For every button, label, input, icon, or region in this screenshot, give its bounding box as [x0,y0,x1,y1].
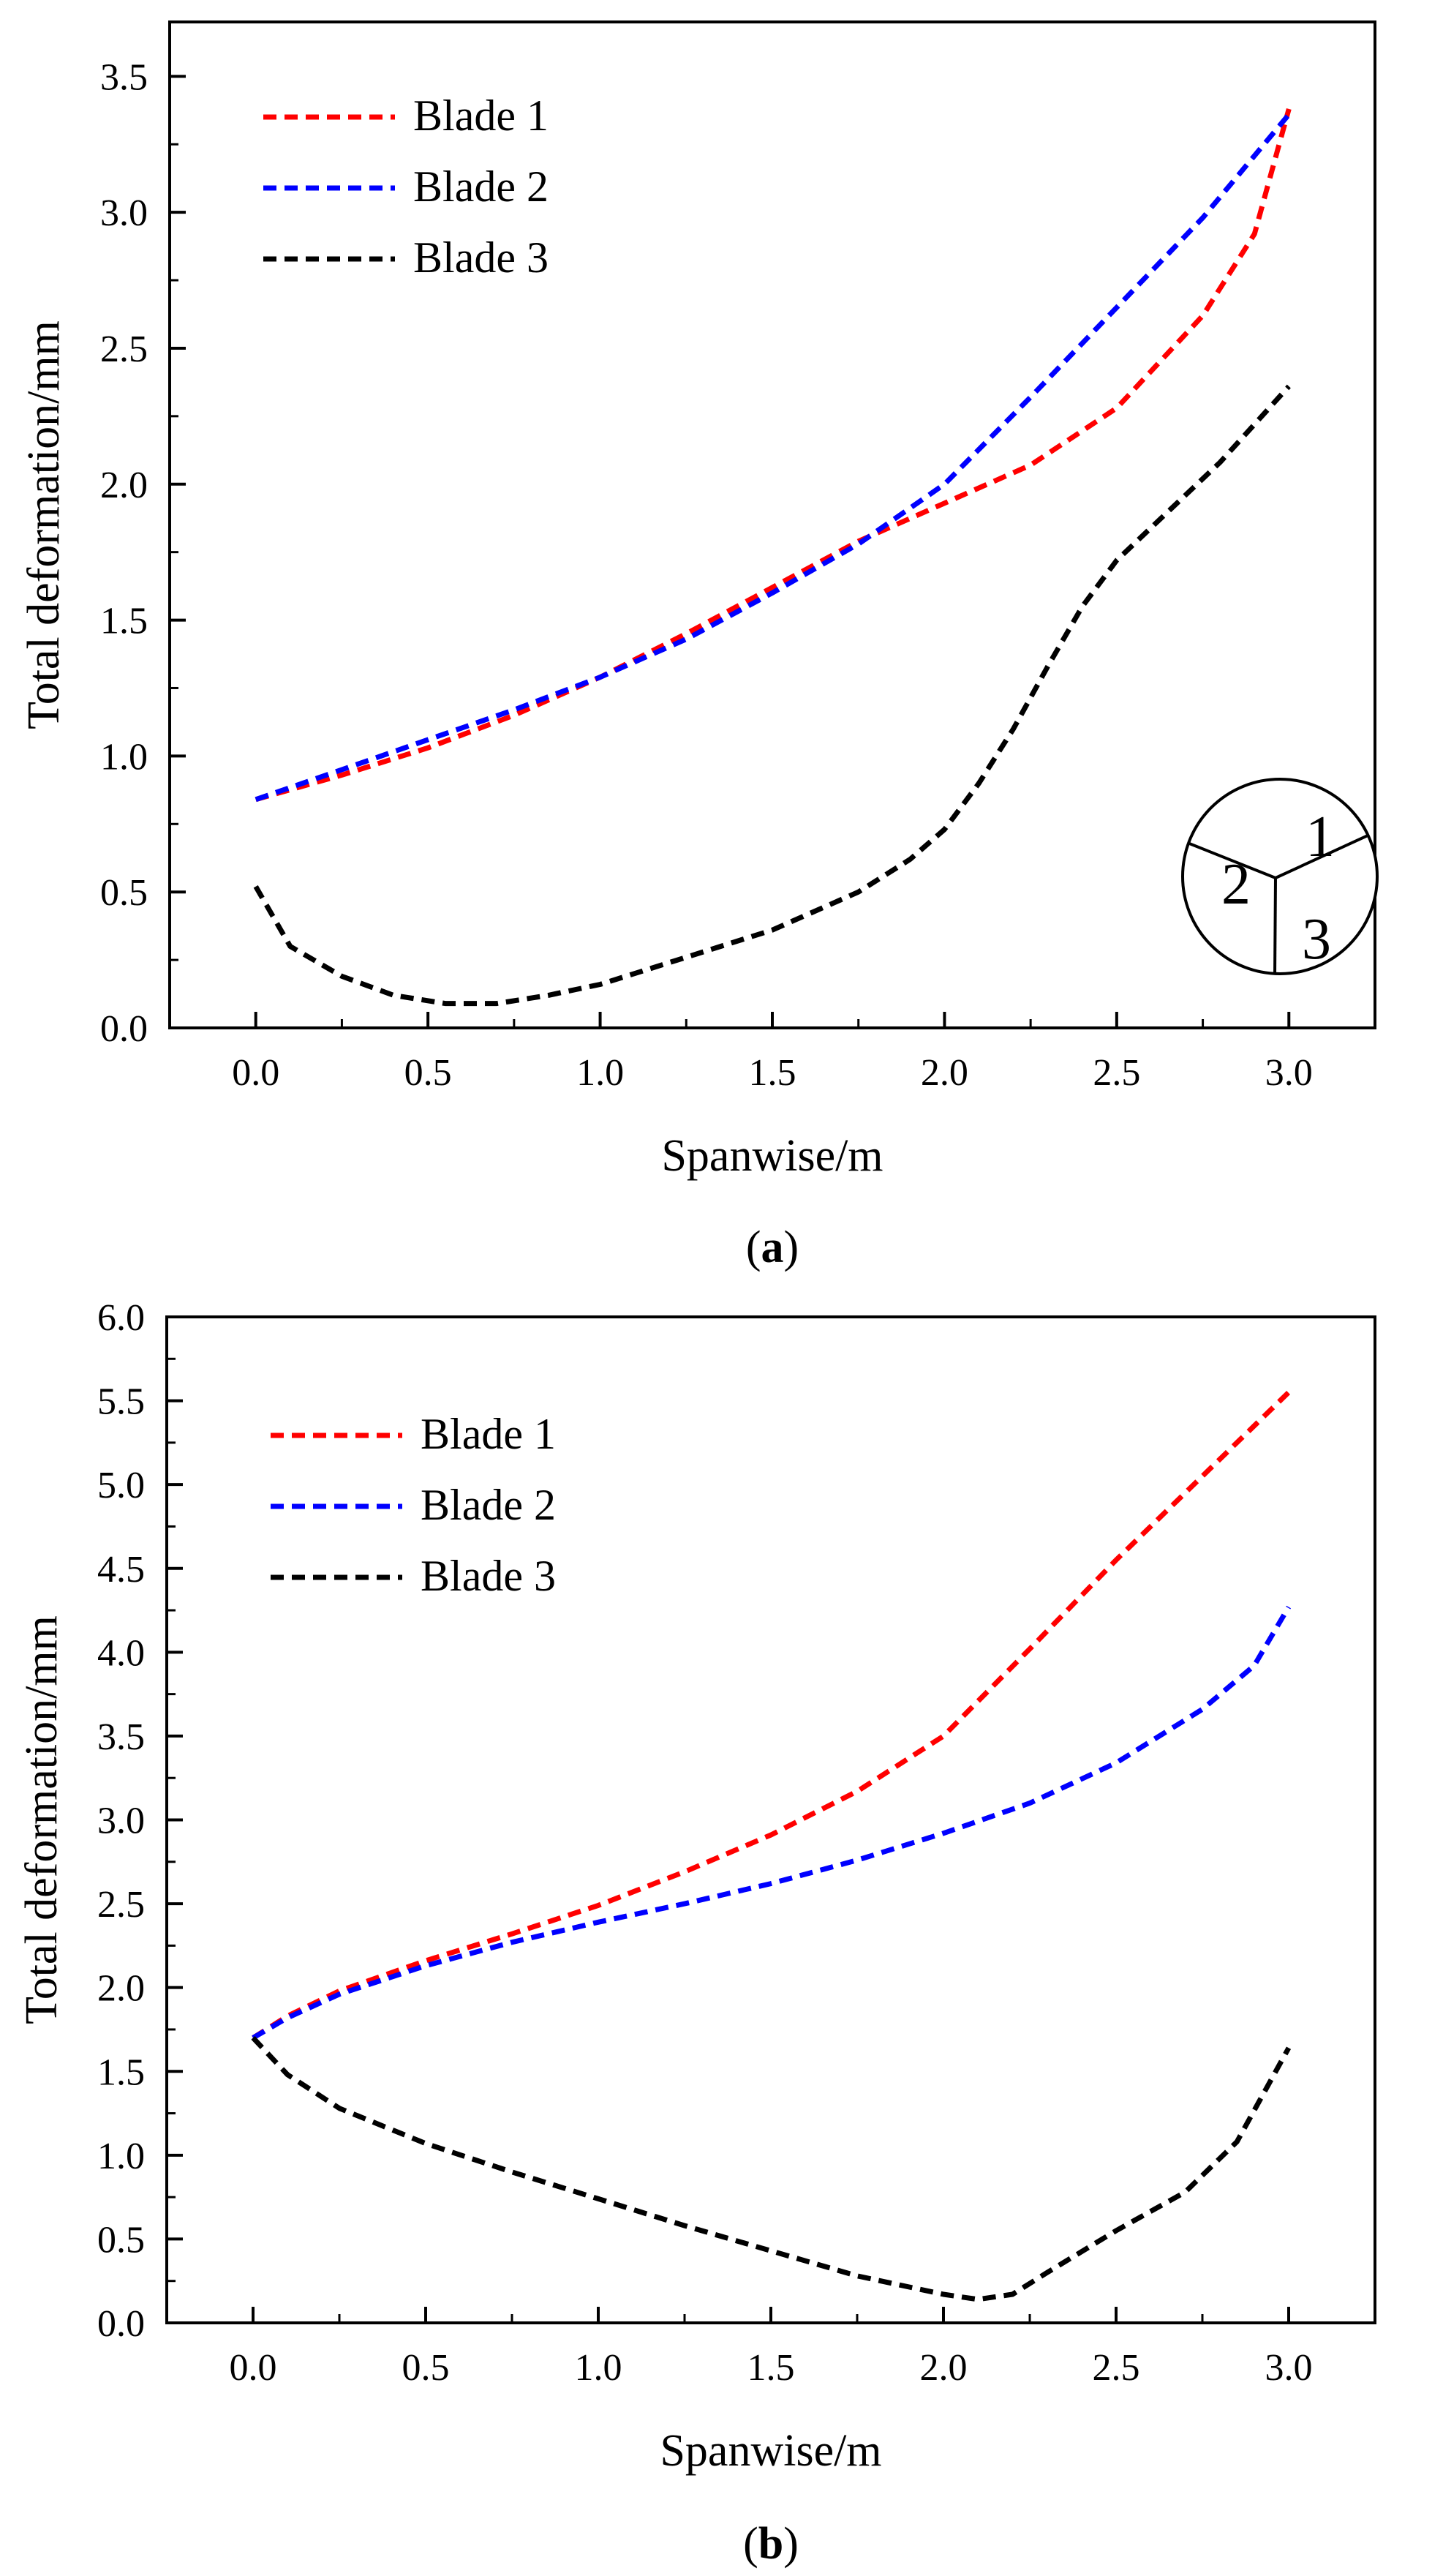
y-tick-label: 1.0 [97,2136,145,2177]
x-tick-label: 2.5 [1093,1052,1140,1094]
legend-label: Blade 2 [413,162,549,211]
x-tick-label: 1.5 [747,2347,795,2389]
y-axis-title: Total deformation/mm [17,1615,67,2024]
rotor-blade-label: 2 [1221,852,1251,917]
y-tick-label: 1.5 [97,2051,145,2093]
y-tick-label: 0.0 [97,2303,145,2345]
y-tick-label: 2.0 [100,465,148,506]
figure-caption: (a) [746,1223,799,1272]
y-tick-label: 5.5 [97,1381,145,1423]
rotor-blade-divider [1273,877,1277,974]
rotor-blade-label: 1 [1306,805,1335,869]
legend-label: Blade 1 [421,1410,556,1458]
rotor-inset-diagram: 123 [1181,778,1379,975]
series-line-blade-3 [251,2036,1292,2302]
legend-label: Blade 3 [421,1552,556,1600]
series-line-blade-1 [252,1390,1291,2040]
y-tick-label: 3.5 [97,1716,145,1758]
x-tick-label: 3.0 [1265,2347,1313,2389]
y-tick-label: 6.0 [97,1297,145,1339]
series-line-blade-3 [253,384,1291,1007]
legend-label: Blade 2 [421,1481,556,1529]
y-tick-label: 3.0 [100,192,148,234]
y-tick-label: 4.5 [97,1549,145,1591]
y-axis-title: Total deformation/mm [19,320,69,729]
figure-caption: (b) [743,2519,799,2569]
y-tick-label: 3.5 [100,56,148,98]
y-tick-label: 1.5 [100,601,148,642]
x-axis-title: Spanwise/m [661,1131,883,1181]
chart-panel-a: 0.0 0.5 1.0 1.5 2.0 2.5 3.0 0.0 0.5 1.0 1.5 2.0 2.5 3… [19,20,1379,1272]
legend-label: Blade 1 [413,91,549,140]
series-line-blade-1 [255,108,1292,803]
series-line-blade-2 [255,113,1291,803]
x-tick-label: 2.0 [921,1052,968,1094]
x-tick-label: 3.0 [1265,1052,1313,1094]
legend-label: Blade 3 [413,233,549,282]
x-axis-title: Spanwise/m [660,2426,881,2476]
y-tick-label: 2.5 [100,328,148,370]
y-tick-label: 5.0 [97,1465,145,1506]
chart-panel-b: 0.0 0.5 1.0 1.5 2.0 2.5 3.0 0.0 0.5 1.0 1.5 2.0 2.5 3… [17,1297,1376,2569]
x-tick-label: 2.0 [920,2347,968,2389]
x-tick-label: 0.5 [404,1052,452,1094]
y-tick-label: 1.0 [100,736,148,778]
y-tick-label: 2.5 [97,1884,145,1926]
y-tick-label: 4.0 [97,1632,145,1674]
rotor-blade-divider [1188,841,1276,879]
plot-frame [165,1315,1376,2324]
rotor-blade-divider [1275,833,1369,879]
x-tick-label: 0.5 [402,2347,450,2389]
x-tick-label: 0.0 [230,2347,277,2389]
y-tick-label: 0.5 [97,2219,145,2261]
x-tick-label: 2.5 [1093,2347,1140,2389]
rotor-blade-label: 3 [1302,907,1331,972]
x-tick-label: 1.0 [575,2347,622,2389]
y-tick-label: 2.0 [97,1968,145,2010]
x-tick-label: 1.5 [749,1052,796,1094]
x-tick-label: 0.0 [232,1052,279,1094]
x-tick-label: 1.0 [576,1052,624,1094]
y-tick-label: 0.0 [100,1008,148,1050]
y-tick-label: 3.0 [97,1800,145,1842]
series-line-blade-2 [252,1605,1292,2040]
y-tick-label: 0.5 [100,872,148,914]
